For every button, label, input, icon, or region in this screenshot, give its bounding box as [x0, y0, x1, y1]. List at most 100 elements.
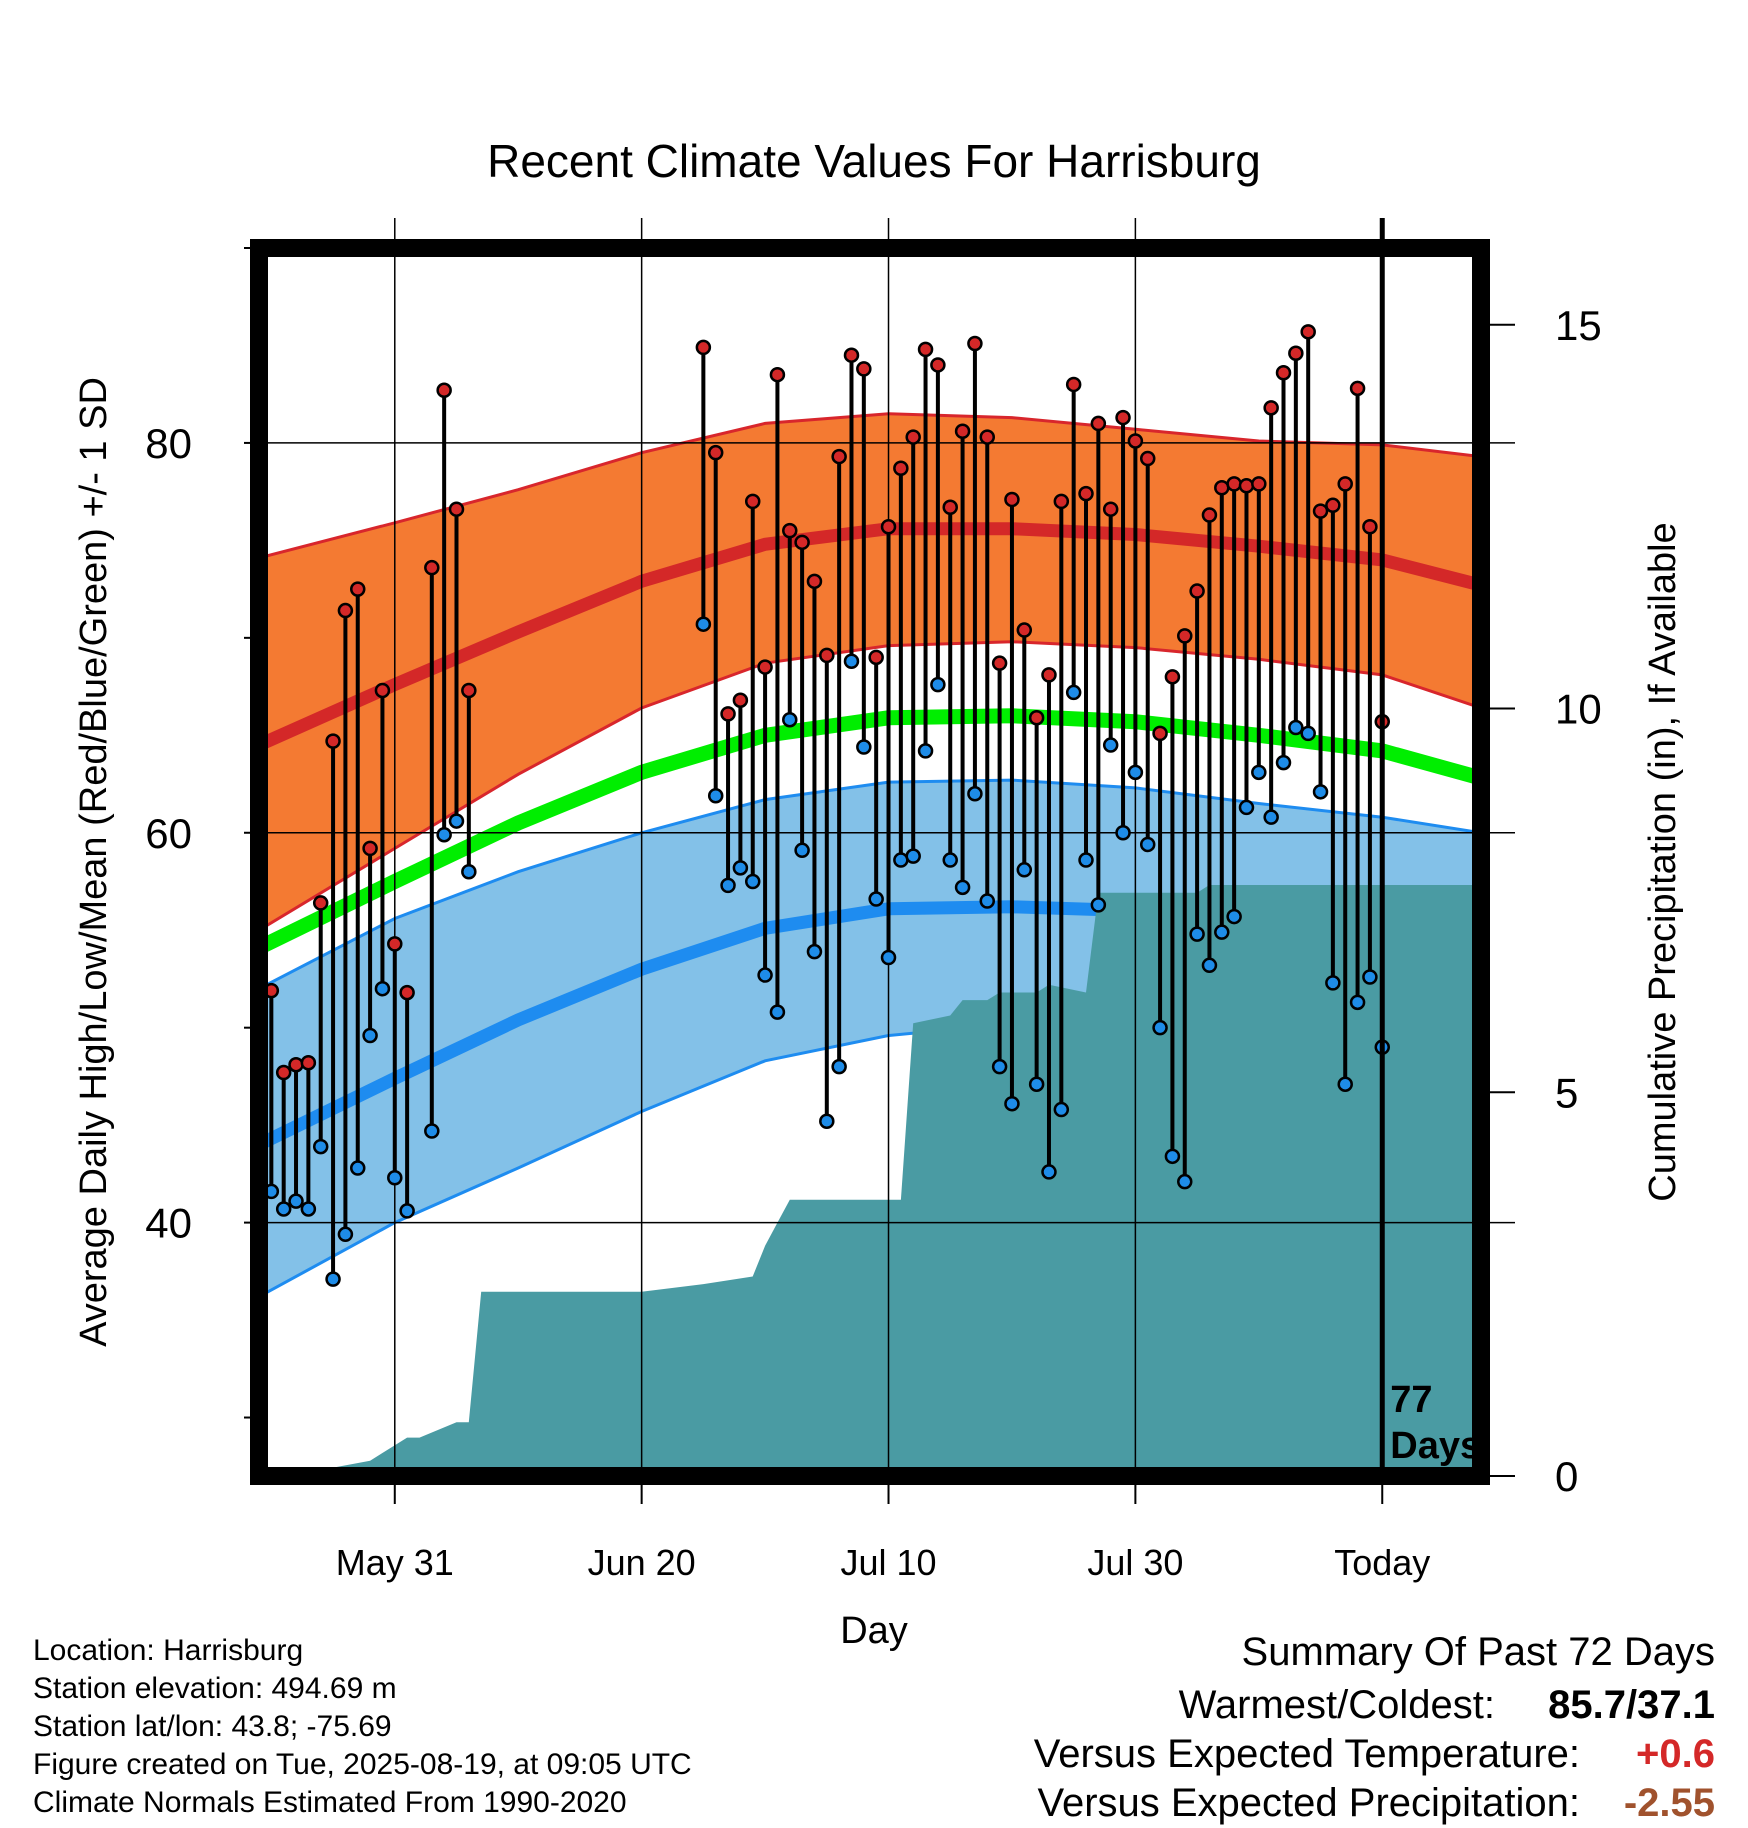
observed-high-point — [1189, 583, 1205, 599]
observed-low-point — [448, 813, 465, 829]
observed-high-point — [757, 659, 773, 675]
observed-high-point — [707, 444, 724, 461]
y-left-tick-label: 40 — [145, 1200, 192, 1247]
observed-low-point — [374, 980, 391, 997]
observed-high-point — [1275, 364, 1292, 381]
observed-low-point — [1164, 1148, 1181, 1165]
observed-low-point — [387, 1170, 403, 1186]
observed-low-point — [707, 787, 724, 804]
observed-low-point — [399, 1203, 415, 1219]
observed-low-point — [1189, 926, 1205, 942]
chart-title: Recent Climate Values For Harrisburg — [487, 135, 1261, 187]
days-label-line: Days — [1390, 1425, 1481, 1467]
observed-low-point — [1065, 684, 1082, 701]
observed-high-point — [1201, 507, 1218, 523]
observed-high-point — [1078, 485, 1094, 502]
observed-low-point — [732, 860, 749, 876]
y-left-tick-label: 80 — [145, 420, 192, 467]
observed-low-point — [1139, 836, 1156, 853]
observed-low-point — [806, 943, 823, 960]
summary-warmest-coldest-value: 85.7/37.1 — [1548, 1683, 1715, 1727]
days-label-line: 77 — [1390, 1379, 1432, 1421]
observed-high-point — [1214, 480, 1230, 496]
observed-high-point — [1028, 710, 1045, 726]
summary-heading: Summary Of Past 72 Days — [1242, 1630, 1715, 1674]
y-right-tick-label: 5 — [1555, 1069, 1578, 1116]
observed-low-point — [1288, 719, 1304, 736]
observed-low-point — [1226, 908, 1242, 925]
observed-high-point — [1164, 669, 1181, 685]
observed-high-point — [349, 581, 366, 597]
observed-high-point — [744, 493, 761, 510]
observed-high-point — [930, 357, 946, 373]
observed-high-point — [880, 518, 897, 535]
observed-low-point — [930, 676, 946, 693]
observed-high-point — [1115, 409, 1131, 426]
observed-low-point — [349, 1160, 366, 1176]
footer-info: Location: Harrisburg Station elevation: … — [33, 1634, 692, 1819]
observed-low-point — [905, 848, 921, 864]
observed-low-point — [362, 1027, 378, 1044]
observed-high-point — [979, 429, 996, 445]
observed-low-point — [1300, 725, 1316, 742]
observed-high-point — [1349, 380, 1366, 397]
observed-high-point — [1139, 450, 1156, 467]
observed-high-point — [782, 522, 798, 539]
x-axis-title: Day — [840, 1610, 908, 1652]
x-tick-label: Jul 10 — [840, 1542, 936, 1583]
observed-high-point — [905, 429, 921, 445]
footer-latlon: Station lat/lon: 43.8; -75.69 — [33, 1710, 392, 1743]
observed-low-point — [991, 1058, 1008, 1075]
observed-low-point — [769, 1004, 786, 1020]
observed-low-point — [1090, 897, 1107, 913]
observed-low-point — [1078, 852, 1094, 868]
observed-high-point — [337, 602, 354, 619]
y-right-tick-label: 10 — [1555, 686, 1602, 733]
observed-low-point — [893, 852, 909, 868]
observed-low-point — [1102, 737, 1119, 753]
precipitation-fill — [259, 885, 1481, 1476]
observed-high-point — [1312, 503, 1329, 519]
observed-low-point — [782, 711, 798, 728]
observed-high-point — [448, 501, 465, 517]
observed-low-point — [1053, 1101, 1070, 1118]
observed-high-point — [424, 559, 440, 576]
observed-low-point — [461, 863, 477, 880]
y-left-tick-label: 60 — [145, 810, 192, 857]
observed-high-point — [856, 361, 872, 377]
x-tick-label: May 31 — [336, 1542, 454, 1583]
footer-normals: Climate Normals Estimated From 1990-2020 — [33, 1786, 627, 1819]
observed-low-point — [831, 1058, 847, 1075]
summary-panel: Summary Of Past 72 Days Warmest/Coldest:… — [1034, 1630, 1715, 1825]
observed-low-point — [436, 826, 452, 843]
observed-low-point — [1362, 969, 1378, 985]
observed-low-point — [1201, 957, 1218, 974]
observed-low-point — [1325, 975, 1341, 991]
footer-location: Location: Harrisburg — [33, 1634, 303, 1667]
observed-high-point — [1325, 497, 1341, 514]
observed-high-point — [387, 936, 403, 952]
observed-low-point — [967, 786, 983, 802]
y-right-tick-label: 0 — [1555, 1453, 1578, 1500]
observed-high-point — [794, 534, 810, 551]
plot-frame — [250, 239, 1490, 1485]
x-tick-label: Today — [1334, 1542, 1430, 1583]
days-label: 77 Days — [1390, 1379, 1481, 1467]
observed-high-point — [1152, 725, 1168, 742]
y-right-tick-label: 15 — [1555, 302, 1602, 349]
observed-low-point — [819, 1113, 835, 1129]
observed-high-point — [868, 649, 884, 666]
observed-low-point — [1041, 1164, 1057, 1180]
observed-high-point — [436, 382, 452, 399]
summary-temp-label: Versus Expected Temperature: — [1034, 1732, 1580, 1776]
observed-high-point — [1041, 667, 1057, 683]
observed-high-point — [1090, 415, 1107, 432]
observed-high-point — [991, 655, 1008, 671]
observed-low-point — [942, 852, 958, 868]
observed-high-point — [1288, 345, 1304, 362]
observed-values — [263, 324, 1391, 1287]
observed-high-point — [1102, 501, 1119, 517]
observed-high-point — [1337, 476, 1353, 492]
axes: May 31 Jun 20 Jul 10 Jul 30 Today 40 60 80 0 5 10 1… — [145, 247, 1602, 1583]
observed-low-point — [1177, 1173, 1193, 1190]
